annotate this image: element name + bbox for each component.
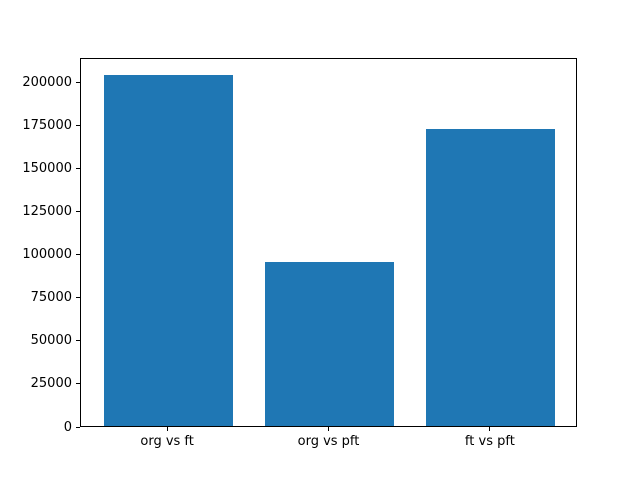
y-tick-mark bbox=[76, 211, 80, 213]
bar-ft-vs-pft bbox=[426, 128, 556, 426]
y-tick-mark bbox=[76, 168, 80, 170]
x-tick-mark bbox=[328, 427, 329, 431]
x-tick-mark bbox=[489, 427, 491, 431]
bar-org-vs-ft bbox=[103, 74, 233, 426]
x-tick-label: org vs ft bbox=[140, 434, 194, 449]
y-tick-mark bbox=[76, 125, 80, 127]
y-tick-mark bbox=[76, 297, 80, 299]
x-tick-label: org vs pft bbox=[297, 434, 360, 449]
bar-org-vs-pft bbox=[264, 262, 395, 426]
y-tick-label: 175000 bbox=[22, 118, 72, 134]
y-tick-label: 25000 bbox=[30, 376, 72, 392]
y-tick-mark bbox=[76, 383, 80, 385]
y-tick-mark bbox=[76, 426, 80, 428]
plot-area bbox=[80, 58, 577, 427]
y-tick-mark bbox=[76, 254, 80, 256]
y-tick-label: 0 bbox=[63, 419, 72, 435]
x-tick-label: ft vs pft bbox=[464, 434, 515, 449]
y-tick-label: 75000 bbox=[30, 290, 72, 306]
y-tick-label: 200000 bbox=[22, 74, 72, 90]
y-tick-label: 150000 bbox=[22, 161, 72, 177]
y-tick-label: 100000 bbox=[22, 247, 72, 263]
y-tick-mark bbox=[76, 340, 80, 342]
y-tick-label: 50000 bbox=[30, 333, 72, 349]
y-tick-label: 125000 bbox=[22, 204, 72, 220]
y-tick-mark bbox=[76, 81, 80, 83]
x-tick-mark bbox=[166, 427, 168, 431]
